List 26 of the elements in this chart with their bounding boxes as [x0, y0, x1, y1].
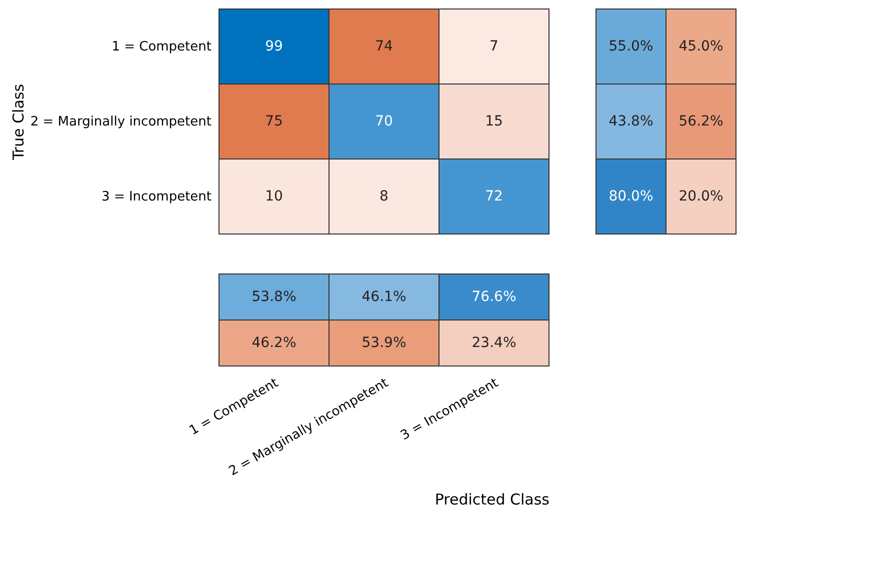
data-label: 43.8% — [608, 114, 654, 130]
data-label: 20.0% — [678, 188, 724, 204]
data-label: 45.0% — [678, 38, 724, 54]
data-label: 74 — [375, 38, 393, 54]
data-label: 23.4% — [472, 335, 516, 351]
data-label: 7 — [490, 38, 498, 54]
data-label: 70 — [375, 114, 393, 130]
data-label: 15 — [485, 114, 503, 130]
x-axis-title: Predicted Class — [434, 490, 550, 508]
data-label: 10 — [265, 188, 283, 204]
data-label: 53.8% — [252, 289, 296, 305]
data-label: 80.0% — [608, 188, 654, 204]
data-label: 72 — [485, 188, 503, 204]
y-tick-label: 1 = Competent — [112, 40, 212, 54]
data-label: 8 — [380, 188, 388, 204]
data-label: 46.2% — [252, 335, 296, 351]
data-label: 56.2% — [678, 114, 724, 130]
y-tick-label: 2 = Marginally incompetent — [30, 114, 212, 130]
data-label: 55.0% — [608, 38, 654, 54]
data-label: 99 — [265, 38, 283, 54]
data-label: 76.6% — [472, 289, 516, 305]
data-label: 46.1% — [362, 289, 406, 305]
y-tick-label: 3 = Incompetent — [102, 190, 212, 204]
data-label: 53.9% — [362, 335, 406, 351]
data-label: 75 — [265, 114, 283, 130]
y-axis-title: True Class — [9, 84, 28, 162]
